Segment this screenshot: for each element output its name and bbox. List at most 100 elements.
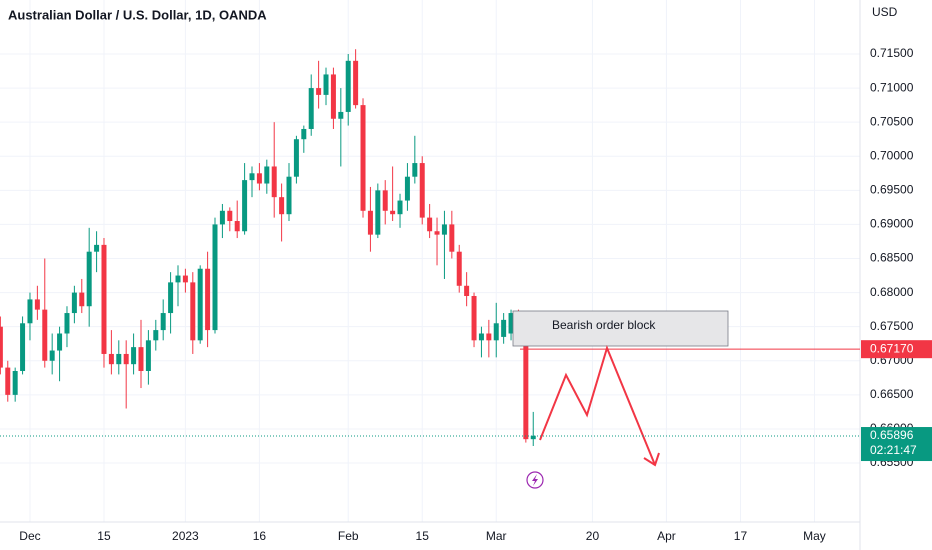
y-tick-label: 0.66500 [870,387,914,401]
candle-body [441,224,447,235]
currency-label: USD [872,5,898,19]
candle-body [530,435,536,440]
order-block-box [512,310,729,347]
y-tick-label: 0.69000 [870,217,914,231]
candle-body [456,251,462,286]
x-tick-label: 20 [586,529,600,543]
candle-body [145,340,151,371]
candle-body [382,190,388,211]
candle-body [486,333,492,341]
candle-body [94,244,100,252]
level-label: 0.67170 [870,341,914,355]
x-tick-label: May [803,529,826,543]
candle-body [360,105,366,211]
candle-body [301,128,307,140]
x-tick-label: 16 [253,529,267,543]
y-tick-label: 0.70500 [870,114,914,128]
candle-body [12,370,18,395]
candle-body [353,60,359,106]
countdown-label: 02:21:47 [870,443,917,457]
candle-body [212,224,218,331]
candle-body [205,268,211,331]
candle-body [367,210,373,235]
chart-title: Australian Dollar / U.S. Dollar, 1D, OAN… [8,7,267,22]
candle-body [86,251,92,307]
candle-body [293,139,299,177]
candle-body [264,166,270,184]
candle-body [412,163,418,177]
x-tick-label: Feb [338,529,359,543]
candle-body [168,282,174,314]
candle-body [493,323,499,341]
candle-body [427,217,433,232]
candle-body [345,60,351,112]
candle-body [20,323,26,371]
candle-body [234,221,240,232]
candle-body [227,210,233,222]
candle-body [108,353,114,365]
candle-body [64,313,70,334]
candle-body [0,326,3,368]
candle-body [256,173,262,184]
projection-path [539,345,656,466]
candle-body [338,111,344,119]
y-tick-label: 0.71500 [870,46,914,60]
candle-body [308,88,314,129]
candle-body [478,333,484,341]
last-price-label: 0.65896 [870,428,914,442]
candle-body [330,74,336,119]
candle-body [271,166,277,198]
candle-body [397,200,403,215]
candle-body [49,350,55,361]
x-tick-label: 2023 [172,529,199,543]
candle-body [249,173,255,181]
candle-body [316,88,322,95]
event-icon-bolt [532,474,538,486]
candle-body [190,282,196,341]
candle-body [160,313,166,331]
candle-body [419,163,425,218]
level-label-box [861,340,932,359]
candle-body [131,347,137,365]
candle-body [375,190,381,235]
candle-body [123,353,129,365]
candle-body [279,197,285,215]
x-tick-label: Mar [486,529,507,543]
candle-body [5,367,11,395]
x-tick-label: Dec [19,529,40,543]
candle-body [449,224,455,252]
candle-body [508,313,514,334]
candle-body [464,285,470,297]
candle-body [34,299,40,310]
candle-body [197,268,203,341]
candle-body [323,74,329,95]
last-price-box [861,427,932,462]
candle-body [471,296,477,341]
y-tick-label: 0.68500 [870,251,914,265]
projection-arrow [643,452,660,467]
y-tick-label: 0.69500 [870,183,914,197]
candle-body [57,333,63,351]
x-tick-label: 17 [734,529,748,543]
y-tick-label: 0.68000 [870,285,914,299]
candle-body [42,309,48,361]
candle-body [101,244,107,354]
candle-body [434,231,440,235]
candle-body [79,292,85,307]
x-tick-label: 15 [97,529,111,543]
order-block-label: Bearish order block [552,318,656,332]
candle-body [242,180,248,232]
candle-body [404,176,410,201]
y-tick-label: 0.71000 [870,80,914,94]
candle-body [175,275,181,283]
candle-body [138,347,144,371]
candle-body [71,292,77,314]
candle-body [501,319,507,337]
candle-body [153,330,159,341]
candle-body [219,210,225,225]
x-tick-label: Apr [657,529,676,543]
candle-body [523,336,529,440]
candle-body [390,210,396,215]
